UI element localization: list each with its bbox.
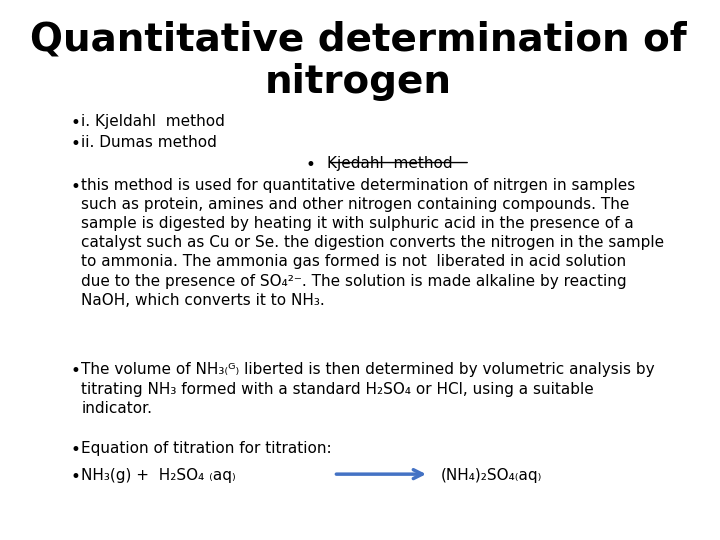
Text: •: • xyxy=(71,362,80,380)
Text: (NH₄)₂SO₄₍aq₎: (NH₄)₂SO₄₍aq₎ xyxy=(441,468,543,483)
Text: NH₃(g) +  H₂SO₄ ₍aq₎: NH₃(g) + H₂SO₄ ₍aq₎ xyxy=(81,468,236,483)
Text: •: • xyxy=(71,441,80,459)
Text: this method is used for quantitative determination of nitrgen in samples
such as: this method is used for quantitative det… xyxy=(81,178,665,308)
Text: Equation of titration for titration:: Equation of titration for titration: xyxy=(81,441,332,456)
Text: Quantitative determination of: Quantitative determination of xyxy=(30,20,686,58)
Text: Kjedahl  method: Kjedahl method xyxy=(328,156,453,171)
Text: •: • xyxy=(71,178,80,195)
Text: •: • xyxy=(306,156,316,173)
Text: i. Kjeldahl  method: i. Kjeldahl method xyxy=(81,114,225,129)
Text: •: • xyxy=(71,468,80,485)
Text: The volume of NH₃₍ᴳ₎ liberted is then determined by volumetric analysis by
titra: The volume of NH₃₍ᴳ₎ liberted is then de… xyxy=(81,362,655,416)
Text: •: • xyxy=(71,134,80,153)
Text: ii. Dumas method: ii. Dumas method xyxy=(81,134,217,150)
Text: •: • xyxy=(71,114,80,132)
Text: nitrogen: nitrogen xyxy=(265,63,451,101)
